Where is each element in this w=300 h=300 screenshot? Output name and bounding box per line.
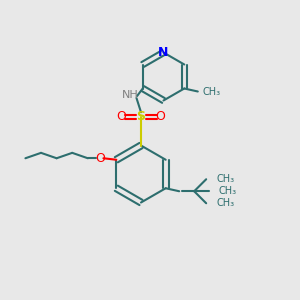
Text: CH₃: CH₃	[217, 174, 235, 184]
Text: N: N	[158, 46, 169, 59]
Text: O: O	[95, 152, 105, 165]
Text: CH₃: CH₃	[217, 198, 235, 208]
Text: CH₃: CH₃	[202, 86, 220, 97]
Text: O: O	[156, 110, 165, 124]
Text: NH: NH	[122, 89, 139, 100]
Text: O: O	[117, 110, 126, 124]
Text: S: S	[136, 110, 146, 124]
Text: CH₃: CH₃	[219, 186, 237, 196]
